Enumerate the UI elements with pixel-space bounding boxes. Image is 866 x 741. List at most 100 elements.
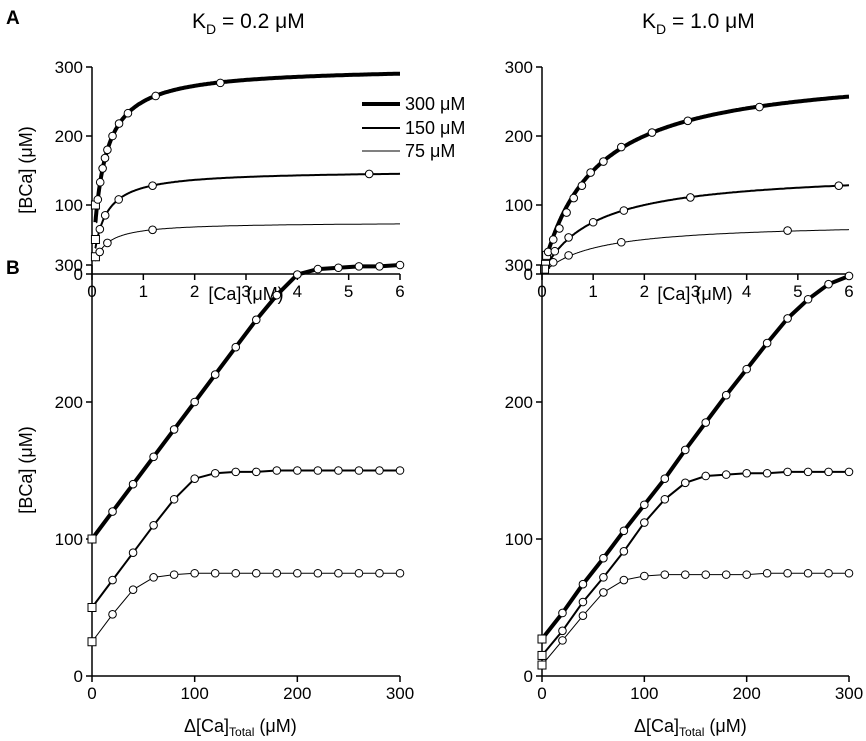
data-point-marker xyxy=(558,636,567,645)
data-point-marker xyxy=(272,466,282,475)
data-point-marker xyxy=(755,102,764,112)
data-point-marker xyxy=(555,224,564,233)
data-point-marker xyxy=(100,153,110,163)
x-tick-label: 3 xyxy=(241,282,250,301)
y-tick-label: 100 xyxy=(505,530,533,549)
data-point-marker xyxy=(599,157,608,166)
data-point-marker xyxy=(149,521,158,530)
data-point-marker xyxy=(251,568,261,578)
data-point-marker xyxy=(108,575,117,585)
start-square-marker xyxy=(90,235,100,244)
x-tick-label: 200 xyxy=(732,684,760,703)
data-point-marker xyxy=(701,418,711,427)
data-point-marker xyxy=(251,315,261,325)
data-point-marker xyxy=(617,142,626,152)
legend-label-300: 300 μM xyxy=(405,94,465,114)
legend-label-75: 75 μM xyxy=(405,141,455,161)
y-tick-label: 0 xyxy=(74,265,83,284)
data-point-marker xyxy=(577,181,587,190)
y-tick-label: 200 xyxy=(55,393,83,412)
data-point-marker xyxy=(578,611,588,621)
x-tick-label: 5 xyxy=(344,282,353,301)
data-point-marker xyxy=(742,570,751,579)
data-point-marker xyxy=(98,164,107,173)
series-line-2 xyxy=(544,184,850,269)
data-point-marker xyxy=(762,468,772,478)
data-point-marker xyxy=(742,468,751,478)
data-point-marker xyxy=(588,217,598,227)
y-tick-label: 0 xyxy=(524,265,533,284)
x-tick-label: 1 xyxy=(139,282,148,301)
data-point-marker xyxy=(354,262,364,271)
data-point-marker xyxy=(334,263,343,273)
data-point-marker xyxy=(562,208,571,217)
x-tick-label: 1 xyxy=(588,282,597,301)
data-point-marker xyxy=(548,235,558,244)
data-point-marker xyxy=(93,195,103,204)
x-axis-label-bottom-left: Δ[Ca]Total (μM) xyxy=(184,716,297,739)
y-tick-label: 300 xyxy=(505,256,533,275)
data-point-marker xyxy=(619,547,629,556)
data-point-marker xyxy=(701,471,711,481)
data-point-marker xyxy=(548,257,558,267)
data-point-marker xyxy=(169,494,179,504)
data-point-marker xyxy=(293,270,302,279)
x-tick-label: 300 xyxy=(386,684,414,703)
x-tick-label: 5 xyxy=(793,282,802,301)
data-point-marker xyxy=(375,466,384,475)
data-point-marker xyxy=(313,466,323,475)
data-point-marker xyxy=(824,568,833,578)
data-point-marker xyxy=(783,568,792,578)
y-tick-label: 200 xyxy=(55,127,83,146)
data-point-marker xyxy=(210,468,220,478)
series-line-1 xyxy=(540,274,850,641)
data-point-marker xyxy=(169,425,179,434)
data-point-marker xyxy=(95,224,105,234)
x-tick-label: 4 xyxy=(293,282,302,301)
data-point-marker xyxy=(701,570,711,579)
data-point-marker xyxy=(640,518,649,527)
data-point-marker xyxy=(210,370,220,379)
data-point-marker xyxy=(149,452,158,462)
series-line-3 xyxy=(91,572,400,643)
data-point-marker xyxy=(619,526,629,536)
data-point-marker xyxy=(95,247,104,257)
y-tick-label: 300 xyxy=(55,58,83,77)
data-point-marker xyxy=(762,568,772,578)
x-axis-label-top-left: [Ca] (μM) xyxy=(208,284,283,304)
data-point-marker xyxy=(128,585,138,594)
x-tick-label: 100 xyxy=(180,684,208,703)
data-point-marker xyxy=(619,206,629,215)
data-point-marker xyxy=(599,553,608,563)
data-point-marker xyxy=(114,195,123,204)
data-point-marker xyxy=(569,193,579,203)
y-axis-label-top: [BCa] (μM) xyxy=(16,126,36,213)
data-point-marker xyxy=(834,181,844,190)
data-point-marker xyxy=(108,131,117,141)
start-square-marker xyxy=(537,634,547,644)
y-axis-label-bottom: [BCa] (μM) xyxy=(16,426,36,513)
data-point-marker xyxy=(586,168,595,177)
panel-letter-a: A xyxy=(6,8,20,29)
data-point-marker xyxy=(313,568,323,578)
series-line-1 xyxy=(90,263,401,541)
data-point-marker xyxy=(210,568,220,578)
data-point-marker xyxy=(721,570,731,579)
data-point-marker xyxy=(272,290,282,300)
y-tick-label: 200 xyxy=(505,127,533,146)
data-point-marker xyxy=(564,233,573,242)
x-axis-label-top-right: [Ca] (μM) xyxy=(657,284,732,304)
data-point-marker xyxy=(640,571,649,581)
series-line-1 xyxy=(544,94,850,259)
data-point-marker xyxy=(108,507,117,516)
start-square-marker xyxy=(537,650,547,660)
data-point-marker xyxy=(190,568,199,578)
data-point-marker xyxy=(123,108,133,118)
data-point-marker xyxy=(578,597,588,607)
title-right: KD = 1.0 μM xyxy=(642,10,755,37)
data-point-marker xyxy=(564,251,573,260)
